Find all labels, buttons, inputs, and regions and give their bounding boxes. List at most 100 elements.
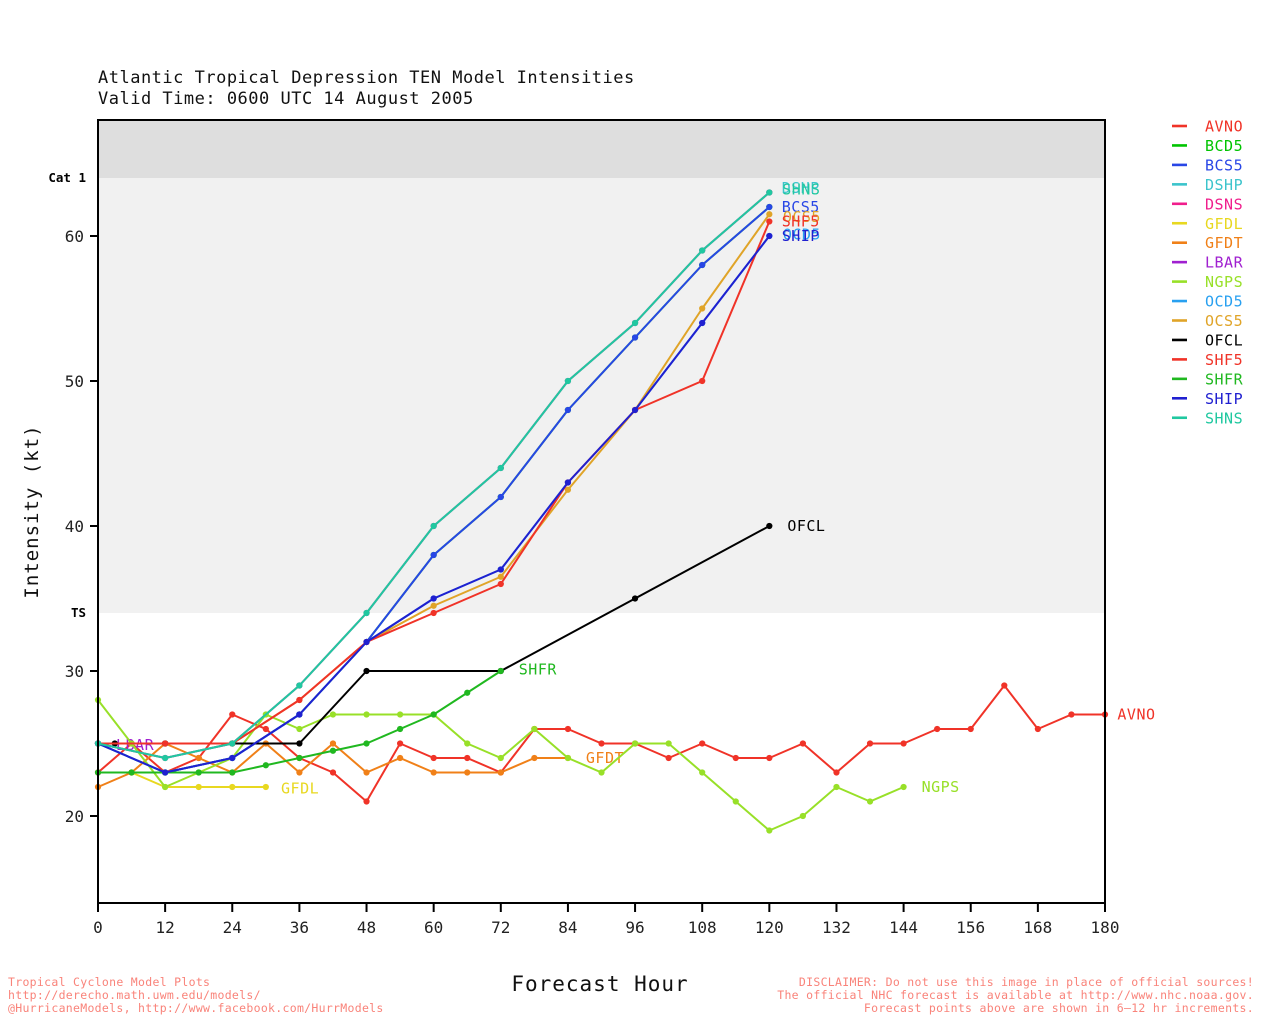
- ts-band: [98, 178, 1105, 613]
- series-NGPS-line: [97, 699, 904, 832]
- y-tick-label: 30: [65, 662, 84, 681]
- legend-item-GFDL: GFDL: [1172, 215, 1243, 233]
- legend-label-SHNS: SHNS: [1205, 409, 1243, 427]
- series-SHNS-marker: [363, 609, 370, 617]
- legend-item-BCS5: BCS5: [1172, 156, 1243, 174]
- cat1-band: [98, 120, 1105, 178]
- x-tick-label: 156: [956, 918, 985, 937]
- x-axis: 0 12 24 36 48 60 72 84 96 108 120 132 144 156 168 180: [93, 903, 1119, 937]
- series-SHFR-marker: [464, 689, 471, 696]
- series-NGPS-marker: [296, 725, 303, 733]
- series-label-DSHP: DSHP: [782, 179, 820, 197]
- series-SHFR-marker: [497, 667, 504, 675]
- x-tick-label: 60: [424, 918, 443, 937]
- series-NGPS: NGPS: [94, 696, 960, 834]
- series-label-SHF5: SHF5: [782, 213, 820, 231]
- series-AVNO-marker: [699, 740, 706, 747]
- series-AVNO-marker: [397, 740, 404, 747]
- series-BCS5-marker: [631, 334, 639, 341]
- series-AVNO-marker: [665, 754, 672, 762]
- series-AVNO-marker: [866, 740, 874, 747]
- legend-item-OFCL: OFCL: [1172, 331, 1243, 349]
- legend-label-SHF5: SHF5: [1205, 351, 1243, 369]
- series-NGPS-marker: [564, 754, 572, 762]
- x-tick-label: 84: [558, 918, 577, 937]
- series-OCS5-marker: [430, 602, 437, 609]
- legend-label-SHIP: SHIP: [1205, 390, 1243, 408]
- x-tick-label: 180: [1091, 918, 1120, 937]
- x-tick-label: 0: [93, 918, 103, 937]
- series-NGPS-marker: [397, 711, 404, 718]
- legend-label-OCD5: OCD5: [1205, 293, 1243, 311]
- series-SHIP-marker: [631, 406, 639, 414]
- series-GFDT-marker: [497, 769, 504, 776]
- chart-title-line1: Atlantic Tropical Depression TEN Model I…: [98, 68, 635, 88]
- legend-label-BCS5: BCS5: [1205, 156, 1243, 174]
- series-GFDT-marker: [531, 754, 538, 762]
- series-SHF5-marker: [162, 740, 169, 747]
- series-GFDL: GFDL: [128, 769, 319, 797]
- series-NGPS-marker: [497, 754, 504, 762]
- series-GFDL-marker: [262, 783, 269, 791]
- series-AVNO-marker: [732, 754, 739, 762]
- series-BCS5-marker: [766, 203, 773, 211]
- series-label-NGPS: NGPS: [922, 778, 960, 796]
- legend-item-OCD5: OCD5: [1172, 293, 1243, 311]
- series-SHNS-marker: [430, 522, 437, 530]
- series-NGPS-marker: [329, 711, 337, 718]
- series-SHF5-marker: [497, 580, 504, 588]
- series-SHFR-marker: [229, 769, 236, 776]
- series-AVNO-marker: [1068, 711, 1075, 718]
- legend-label-LBAR: LBAR: [1205, 254, 1244, 272]
- series-SHIP-marker: [296, 711, 303, 718]
- x-tick-label: 132: [822, 918, 851, 937]
- legend-label-BCD5: BCD5: [1205, 137, 1243, 155]
- legend-label-AVNO: AVNO: [1205, 118, 1243, 136]
- series-AVNO-marker: [363, 798, 370, 805]
- series-NGPS-marker: [531, 725, 538, 733]
- band-label-cat1: Cat 1: [48, 170, 86, 185]
- series-SHFR-marker: [363, 740, 370, 747]
- series-AVNO-marker: [967, 725, 974, 733]
- series-SHF5-marker: [766, 218, 773, 225]
- legend-item-OCS5: OCS5: [1172, 312, 1243, 330]
- legend-item-AVNO: AVNO: [1172, 118, 1243, 136]
- series-SHNS-marker: [162, 754, 169, 762]
- series-NGPS-marker: [699, 769, 706, 776]
- series-SHNS-marker: [296, 682, 303, 689]
- series-label-GFDL: GFDL: [281, 779, 319, 797]
- disclaimer-footer: DISCLAIMER: Do not use this image in pla…: [777, 976, 1254, 1015]
- y-axis: 20 30 40 50 60: [65, 227, 98, 826]
- series-SHF5-marker: [430, 609, 437, 617]
- series-AVNO-marker: [464, 754, 471, 762]
- series-SHIP-marker: [497, 566, 504, 573]
- credit-social: @HurricaneModels, http://www.facebook.co…: [8, 1001, 384, 1015]
- series-GFDT-marker: [363, 769, 370, 776]
- disclaimer-line2: The official NHC forecast is available a…: [777, 988, 1254, 1002]
- series-label-BCS5: BCS5: [782, 198, 820, 216]
- series-SHNS-marker: [564, 377, 572, 385]
- series-label-OCS5: OCS5: [783, 208, 821, 226]
- series-SHFR-marker: [195, 769, 202, 776]
- credit-line1: Tropical Cyclone Model Plots: [8, 975, 211, 989]
- series-SHNS-marker: [631, 319, 639, 327]
- y-axis-title: Intensity (kt): [21, 424, 43, 598]
- plot-frame: [97, 119, 1106, 904]
- series-NGPS-marker: [162, 783, 169, 791]
- series-NGPS-marker: [598, 769, 605, 776]
- x-axis-title: Forecast Hour: [511, 972, 689, 996]
- series-SHNS-marker: [699, 247, 706, 254]
- legend-item-NGPS: NGPS: [1172, 273, 1243, 291]
- series-AVNO-marker: [598, 740, 605, 747]
- series-OFCL-marker: [766, 522, 773, 530]
- y-tick-label: 50: [65, 372, 84, 391]
- series-SHNS-marker: [229, 740, 236, 747]
- series-BCS5-marker: [564, 406, 572, 414]
- y-tick-label: 60: [65, 227, 84, 246]
- series-SHIP-marker: [162, 769, 169, 776]
- series-SHIP-marker: [564, 479, 572, 486]
- legend-label-OCS5: OCS5: [1205, 312, 1243, 330]
- series-SHFR-marker: [262, 762, 269, 769]
- series-NGPS-marker: [363, 711, 370, 718]
